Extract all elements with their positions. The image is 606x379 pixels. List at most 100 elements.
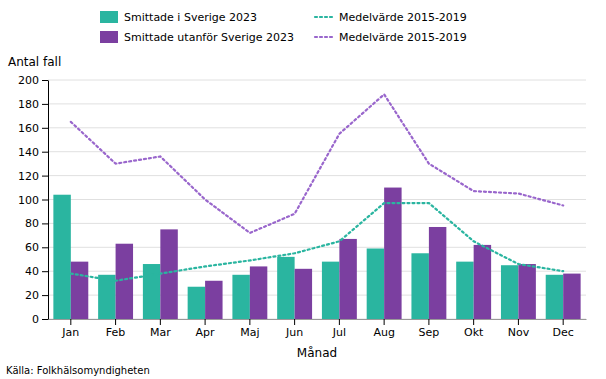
line	[71, 203, 563, 281]
x-tick: Jun	[285, 319, 303, 339]
marks	[53, 94, 580, 319]
x-tick: Mar	[150, 319, 171, 339]
x-tick: Jan	[61, 319, 79, 339]
bar	[143, 264, 160, 319]
y-tick-label: 0	[32, 313, 39, 326]
x-tick-mark	[563, 319, 564, 325]
y-tick: 200	[18, 74, 48, 87]
x-tick-label: Jan	[61, 326, 79, 339]
bar	[429, 227, 446, 319]
y-tick-label: 120	[18, 170, 39, 183]
y-tick-label: 100	[18, 194, 39, 207]
y-tick-mark	[42, 104, 48, 105]
y-tick: 60	[25, 241, 48, 254]
grid-line	[48, 151, 586, 152]
x-tick: Nov	[508, 319, 530, 339]
x-tick-label: Feb	[106, 326, 125, 339]
x-tick-label: Aug	[373, 326, 394, 339]
x-tick-label: Sep	[419, 326, 440, 339]
y-tick-mark	[42, 80, 48, 81]
bar	[339, 239, 356, 319]
x-tick-label: Jul	[332, 326, 346, 339]
bar	[188, 287, 205, 319]
y-tick-mark	[42, 128, 48, 129]
y-tick: 20	[25, 289, 48, 302]
y-tick-label: 160	[18, 122, 39, 135]
x-tick: Aug	[373, 319, 394, 339]
y-tick-mark	[42, 200, 48, 201]
grid	[48, 80, 586, 319]
x-axis-line	[49, 319, 587, 320]
x-tick-label: Mar	[150, 326, 171, 339]
y-tick-label: 60	[25, 241, 39, 254]
x-tick-label: Nov	[508, 326, 530, 339]
y-tick: 0	[32, 313, 48, 326]
bar	[501, 265, 518, 319]
bar	[277, 257, 294, 319]
y-tick-mark	[42, 295, 48, 296]
legend: Smittade i Sverige 2023 Smittade utanför …	[100, 11, 467, 44]
y-tick: 160	[18, 122, 48, 135]
x-tick-mark	[160, 319, 161, 325]
plot: Jan Feb Mar Apr Maj Jun Jul Aug Sep Okt Nov Dec 0 20 4…	[18, 74, 587, 339]
x-tick-label: Okt	[464, 326, 484, 339]
y-tick-label: 20	[25, 289, 39, 302]
y-tick-mark	[42, 319, 48, 320]
bar	[563, 274, 580, 319]
legend-swatch	[100, 11, 118, 23]
bar	[474, 245, 491, 319]
x-axis-title: Månad	[297, 346, 337, 360]
x-tick: Sep	[419, 319, 440, 339]
legend-swatch	[315, 36, 333, 38]
y-tick-mark	[42, 223, 48, 224]
y-tick: 100	[18, 194, 48, 207]
x-tick-mark	[294, 319, 295, 325]
x-tick: Dec	[553, 319, 574, 339]
bar	[367, 248, 384, 319]
legend-label: Smittade utanför Sverige 2023	[124, 31, 294, 44]
bar-series	[71, 188, 581, 319]
x-tick-label: Dec	[553, 326, 574, 339]
y-tick-label: 180	[18, 98, 39, 111]
y-tick: 180	[18, 98, 48, 111]
x-tick-mark	[249, 319, 250, 325]
y-tick-mark	[42, 152, 48, 153]
y-tick-mark	[42, 271, 48, 272]
bar	[250, 266, 267, 319]
y-tick-mark	[42, 176, 48, 177]
y-axis: 0 20 40 60 80 100 120 140 160 180 200	[18, 74, 49, 326]
grid-line	[48, 223, 586, 224]
bar	[456, 262, 473, 319]
x-tick-mark	[428, 319, 429, 325]
x-tick-mark	[518, 319, 519, 325]
bar-series	[53, 195, 563, 319]
bar	[546, 275, 563, 319]
y-tick: 40	[25, 265, 48, 278]
x-tick-label: Apr	[196, 326, 216, 339]
x-tick: Apr	[196, 319, 216, 339]
x-tick: Maj	[240, 319, 259, 339]
y-tick-label: 200	[18, 74, 39, 87]
bar	[411, 253, 428, 319]
x-axis: Jan Feb Mar Apr Maj Jun Jul Aug Sep Okt Nov Dec	[49, 319, 587, 339]
x-tick-mark	[70, 319, 71, 325]
x-tick-label: Jun	[285, 326, 303, 339]
grid-line	[48, 127, 586, 128]
grid-line	[48, 80, 586, 81]
legend-label: Medelvärde 2015-2019	[339, 31, 467, 44]
bar	[53, 195, 70, 319]
y-tick-label: 140	[18, 146, 39, 159]
grid-line	[48, 103, 586, 104]
legend-swatch	[100, 31, 118, 43]
x-tick-mark	[473, 319, 474, 325]
legend-item: Smittade utanför Sverige 2023	[100, 31, 294, 44]
y-tick: 120	[18, 170, 48, 183]
y-tick: 80	[25, 217, 48, 230]
legend-item: Smittade i Sverige 2023	[100, 11, 257, 24]
x-tick-mark	[384, 319, 385, 325]
bar	[518, 264, 535, 319]
legend-label: Smittade i Sverige 2023	[124, 11, 257, 24]
grid-line	[48, 199, 586, 200]
x-tick-label: Maj	[240, 326, 259, 339]
bar	[160, 229, 177, 319]
